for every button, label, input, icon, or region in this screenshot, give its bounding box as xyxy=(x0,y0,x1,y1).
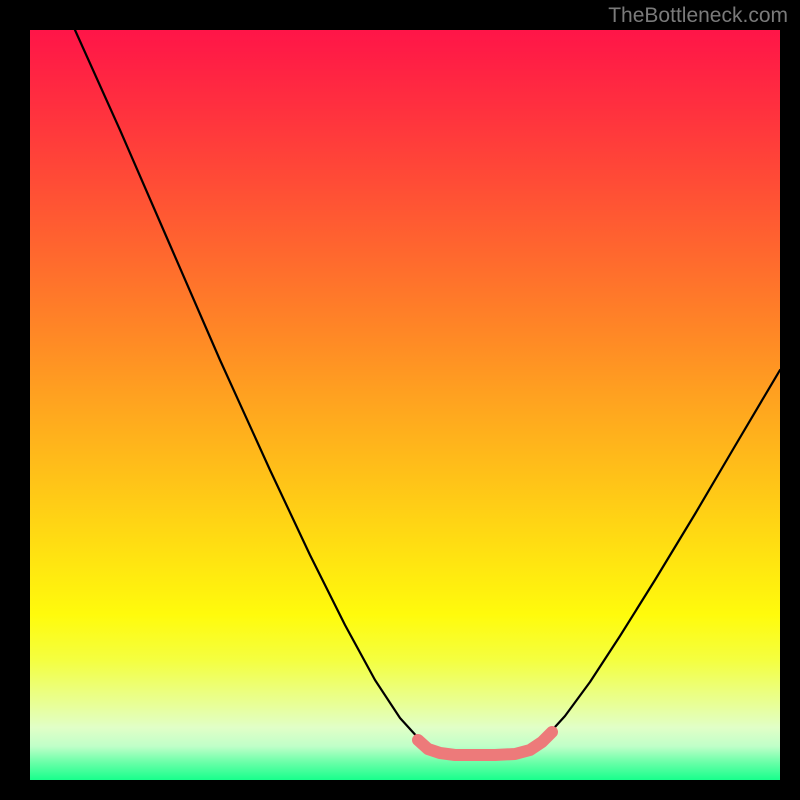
v-curve xyxy=(75,30,780,753)
plot-area xyxy=(30,30,780,780)
trough-highlight xyxy=(418,732,552,755)
watermark-text: TheBottleneck.com xyxy=(608,4,788,28)
curve-layer xyxy=(30,30,780,780)
chart-container: TheBottleneck.com xyxy=(0,0,800,800)
